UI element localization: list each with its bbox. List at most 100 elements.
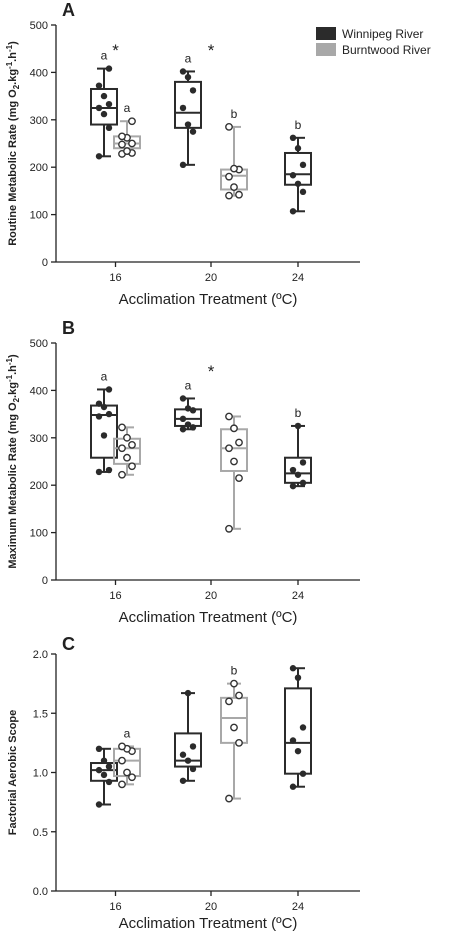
group-letter-label: a (124, 101, 131, 115)
data-point (289, 783, 297, 790)
box-iqr (174, 80, 202, 129)
data-point (95, 82, 103, 89)
data-point (294, 471, 302, 478)
data-point (123, 433, 131, 442)
data-point (184, 757, 192, 764)
box-iqr (90, 87, 118, 126)
y-tick-label: 1.5 (33, 708, 48, 720)
data-point (184, 73, 192, 81)
panel-letter: C (62, 634, 75, 654)
data-point (118, 780, 126, 789)
group-letter-label: b (231, 107, 238, 121)
data-point (179, 161, 187, 169)
y-tick-label: 400 (30, 67, 48, 79)
data-point (225, 191, 233, 200)
data-point (100, 771, 108, 779)
data-point (105, 65, 113, 72)
y-tick-label: 0 (42, 575, 48, 587)
y-tick-label: 200 (30, 480, 48, 492)
y-tick-label: 400 (30, 385, 48, 397)
data-point (184, 121, 192, 128)
y-axis-label-part: Maximum Metabolic Rate (mg O (7, 402, 19, 569)
data-point (225, 444, 233, 453)
panel-letter: B (62, 318, 75, 338)
data-point (289, 208, 297, 215)
y-axis-label-part: .kg (7, 382, 19, 398)
x-tick-label: 20 (205, 272, 217, 284)
data-point (100, 92, 108, 100)
data-point (189, 743, 197, 750)
x-tick-label: 16 (109, 272, 121, 284)
box-iqr (284, 687, 312, 775)
data-point (95, 153, 103, 160)
data-point (100, 110, 108, 118)
data-point (184, 421, 192, 428)
box-burntwood-16 (113, 423, 141, 479)
group-letter-label: a (101, 369, 108, 383)
legend-label: Winnipeg River (342, 27, 423, 41)
box-burntwood-20: b (220, 664, 248, 803)
group-letter-label: a (124, 726, 131, 740)
data-point (299, 770, 307, 777)
data-point (105, 410, 113, 418)
data-point (95, 104, 103, 112)
data-point (230, 723, 238, 732)
data-point (184, 405, 192, 412)
data-point (95, 413, 103, 420)
data-point (118, 423, 126, 432)
y-axis-label: Routine Metabolic Rate (mg O2.kg-1.h-1) (5, 41, 21, 246)
data-point (118, 140, 126, 149)
y-axis-label-part: -1 (5, 44, 14, 52)
box-winnipeg-20 (174, 689, 202, 784)
legend-swatch-burntwood (316, 43, 336, 56)
data-point (299, 188, 307, 196)
data-point (95, 766, 103, 774)
data-point (189, 424, 197, 431)
box-burntwood-20: b (220, 107, 248, 200)
data-point (179, 415, 187, 423)
data-point (179, 68, 187, 75)
data-point (105, 124, 113, 132)
box-iqr (220, 696, 248, 744)
data-point (123, 768, 131, 777)
data-point (235, 691, 243, 700)
data-point (128, 139, 136, 148)
x-tick-label: 24 (292, 272, 304, 284)
legend-swatch-winnipeg (316, 27, 336, 40)
y-tick-label: 0.5 (33, 827, 48, 839)
data-point (235, 474, 243, 482)
data-point (225, 172, 233, 181)
data-point (289, 134, 297, 142)
data-point (235, 190, 243, 199)
data-point (189, 765, 197, 773)
legend-label: Burntwood River (342, 43, 431, 57)
y-axis-label-part: 2 (12, 397, 21, 402)
y-axis-label-part: ) (7, 41, 19, 45)
data-point (299, 724, 307, 731)
data-point (179, 751, 187, 758)
y-tick-label: 500 (30, 20, 48, 32)
y-tick-label: 1.0 (33, 768, 48, 780)
x-tick-label: 24 (292, 590, 304, 602)
y-tick-label: 100 (30, 528, 48, 540)
data-point (299, 459, 307, 466)
y-axis-label-part: -1 (5, 357, 14, 365)
data-point (123, 147, 131, 155)
y-axis-label: Factorial Aerobic Scope (7, 710, 19, 836)
data-point (294, 747, 302, 755)
group-letter-label: a (101, 49, 108, 63)
data-point (294, 422, 302, 430)
data-point (230, 424, 238, 433)
data-point (225, 794, 233, 803)
significance-asterisk: * (208, 41, 215, 60)
group-letter-label: b (295, 406, 302, 420)
data-point (189, 128, 197, 135)
data-point (235, 438, 243, 447)
x-tick-label: 16 (109, 901, 121, 913)
data-point (105, 100, 113, 108)
data-point (230, 183, 238, 192)
data-point (128, 117, 136, 126)
data-point (179, 104, 187, 112)
y-tick-label: 100 (30, 210, 48, 222)
data-point (95, 400, 103, 407)
